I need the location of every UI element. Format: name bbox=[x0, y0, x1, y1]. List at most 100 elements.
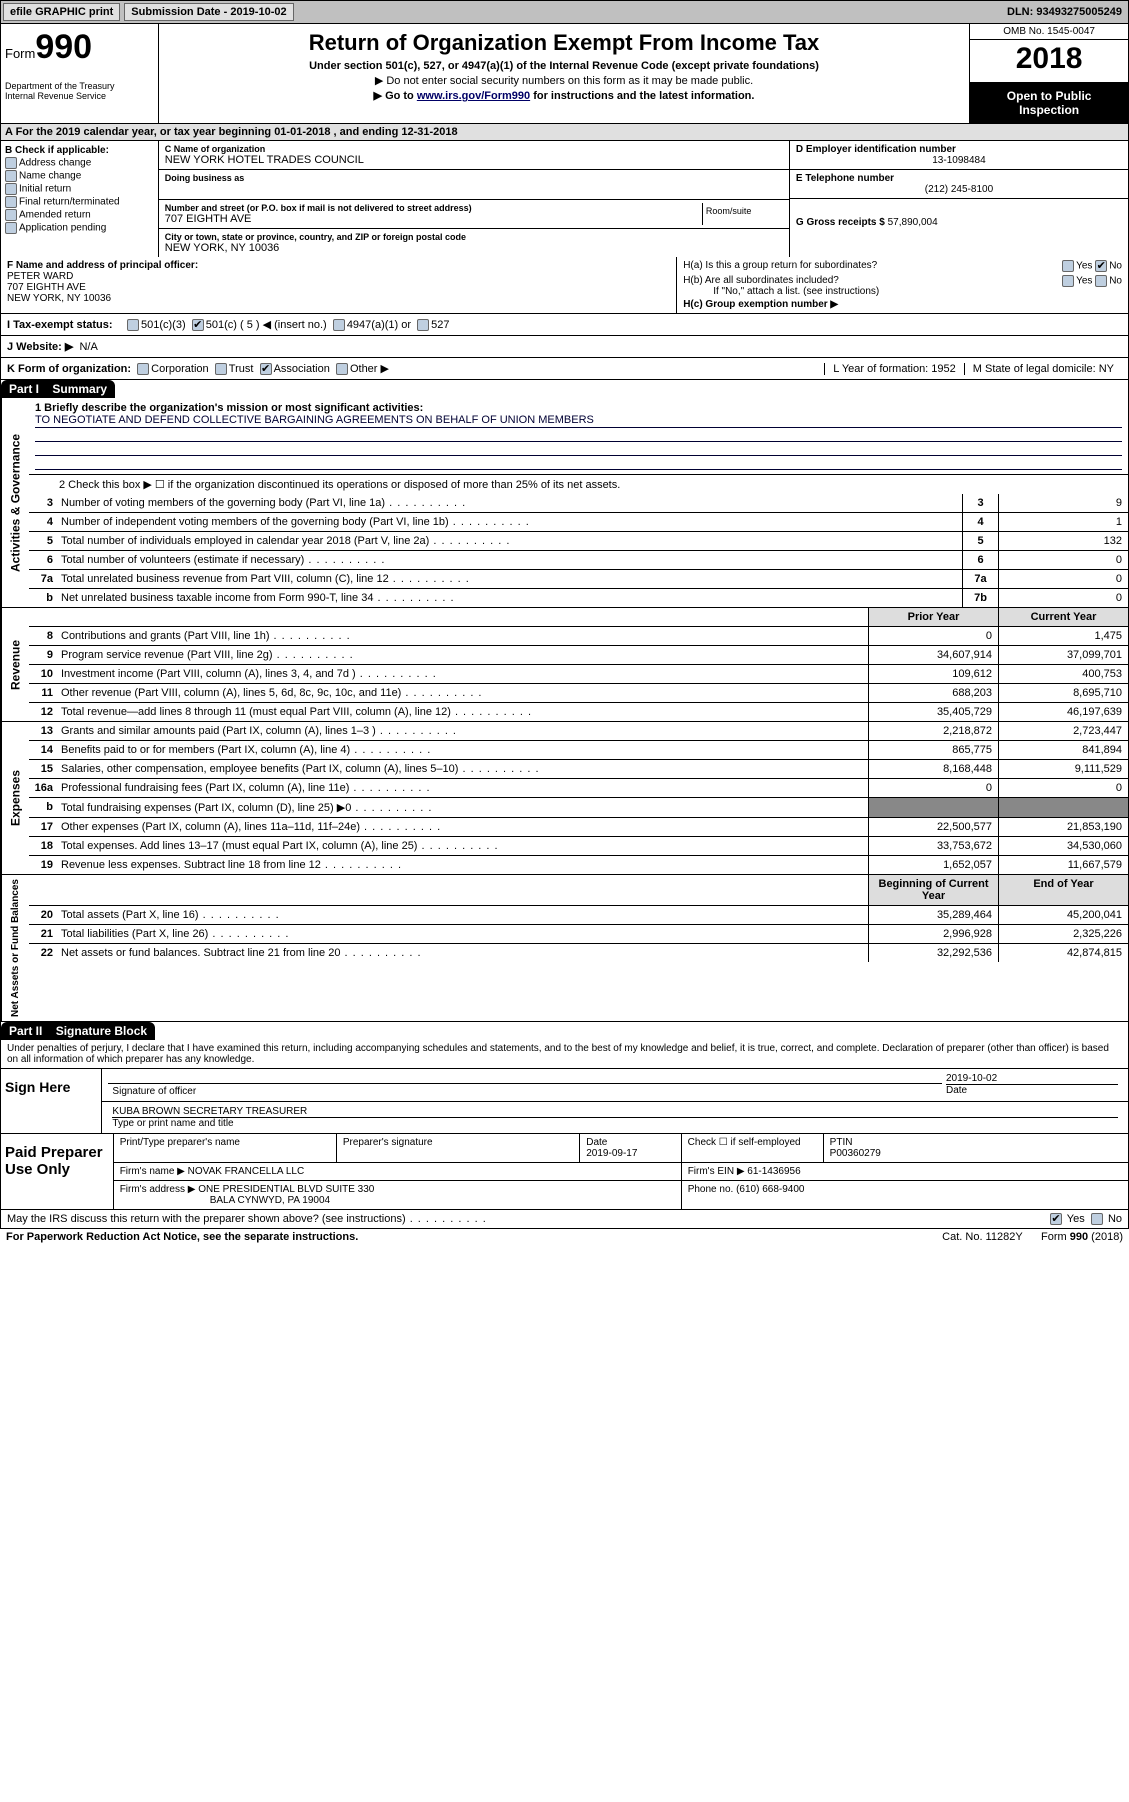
line-desc: Benefits paid to or for members (Part IX… bbox=[57, 741, 868, 759]
line-box: 3 bbox=[962, 494, 998, 512]
prior-val bbox=[868, 798, 998, 817]
line-desc: Grants and similar amounts paid (Part IX… bbox=[57, 722, 868, 740]
line-num: 10 bbox=[29, 665, 57, 683]
line-num: 4 bbox=[29, 513, 57, 531]
line-desc: Total fundraising expenses (Part IX, col… bbox=[57, 798, 868, 817]
line-desc: Total number of individuals employed in … bbox=[57, 532, 962, 550]
line-desc: Total number of volunteers (estimate if … bbox=[57, 551, 962, 569]
section-fh: F Name and address of principal officer:… bbox=[0, 257, 1129, 314]
line-num: 11 bbox=[29, 684, 57, 702]
prep-date: 2019-09-17 bbox=[586, 1148, 637, 1159]
prior-val: 2,218,872 bbox=[868, 722, 998, 740]
line-desc: Total liabilities (Part X, line 26) bbox=[57, 925, 868, 943]
line-num: 5 bbox=[29, 532, 57, 550]
header-right: OMB No. 1545-0047 2018 Open to Public In… bbox=[970, 24, 1128, 123]
line-val: 9 bbox=[998, 494, 1128, 512]
firm-addr2: BALA CYNWYD, PA 19004 bbox=[210, 1195, 330, 1206]
line-num: 20 bbox=[29, 906, 57, 924]
irs-link[interactable]: www.irs.gov/Form990 bbox=[417, 90, 530, 102]
line-num: 16a bbox=[29, 779, 57, 797]
discuss-row: May the IRS discuss this return with the… bbox=[0, 1210, 1129, 1229]
cb-initial-return[interactable]: Initial return bbox=[5, 183, 154, 195]
line-desc: Investment income (Part VIII, column (A)… bbox=[57, 665, 868, 683]
curr-val: 9,111,529 bbox=[998, 760, 1128, 778]
line-val: 0 bbox=[998, 551, 1128, 569]
website: N/A bbox=[79, 341, 97, 353]
top-bar: efile GRAPHIC print Submission Date - 20… bbox=[0, 0, 1129, 24]
ptin: P00360279 bbox=[830, 1148, 881, 1159]
row-i-tax-exempt: I Tax-exempt status: 501(c)(3) 501(c) ( … bbox=[0, 314, 1129, 336]
form-foot: Form 990 (2018) bbox=[1041, 1231, 1123, 1243]
principal-officer: F Name and address of principal officer:… bbox=[1, 257, 677, 313]
form-number: Form990 bbox=[5, 28, 154, 67]
hdr-current: Current Year bbox=[998, 608, 1128, 626]
hdr-end: End of Year bbox=[998, 875, 1128, 905]
cb-name-change[interactable]: Name change bbox=[5, 170, 154, 182]
curr-val: 841,894 bbox=[998, 741, 1128, 759]
dept-treasury: Department of the Treasury bbox=[5, 81, 154, 91]
prior-val: 32,292,536 bbox=[868, 944, 998, 962]
line-num: 12 bbox=[29, 703, 57, 721]
side-governance: Activities & Governance bbox=[1, 398, 29, 607]
prior-val: 0 bbox=[868, 779, 998, 797]
mission-text: TO NEGOTIATE AND DEFEND COLLECTIVE BARGA… bbox=[35, 414, 1122, 428]
cb-amended-return[interactable]: Amended return bbox=[5, 209, 154, 221]
prior-val: 688,203 bbox=[868, 684, 998, 702]
public-inspection: Open to Public Inspection bbox=[970, 83, 1128, 123]
prior-val: 33,753,672 bbox=[868, 837, 998, 855]
prior-val: 34,607,914 bbox=[868, 646, 998, 664]
line-num: 3 bbox=[29, 494, 57, 512]
form-title: Return of Organization Exempt From Incom… bbox=[163, 30, 965, 56]
prior-val: 22,500,577 bbox=[868, 818, 998, 836]
prior-val: 1,652,057 bbox=[868, 856, 998, 874]
line-val: 0 bbox=[998, 589, 1128, 607]
line-val: 0 bbox=[998, 570, 1128, 588]
part1-summary: Activities & Governance 1 Briefly descri… bbox=[0, 398, 1129, 1022]
line-desc: Number of voting members of the governin… bbox=[57, 494, 962, 512]
efile-label: efile GRAPHIC print bbox=[3, 3, 120, 21]
signature-block: Under penalties of perjury, I declare th… bbox=[0, 1040, 1129, 1210]
line-num: 9 bbox=[29, 646, 57, 664]
hdr-begin: Beginning of Current Year bbox=[868, 875, 998, 905]
cb-address-change[interactable]: Address change bbox=[5, 157, 154, 169]
room-suite-label: Room/suite bbox=[703, 203, 783, 225]
cb-application-pending[interactable]: Application pending bbox=[5, 222, 154, 234]
dept-irs: Internal Revenue Service bbox=[5, 91, 154, 101]
line-desc: Other expenses (Part IX, column (A), lin… bbox=[57, 818, 868, 836]
org-name: NEW YORK HOTEL TRADES COUNCIL bbox=[165, 154, 364, 166]
row-j-website: J Website: ▶ N/A bbox=[0, 336, 1129, 358]
side-expenses: Expenses bbox=[1, 722, 29, 874]
ein: 13-1098484 bbox=[796, 155, 1122, 166]
curr-val: 42,874,815 bbox=[998, 944, 1128, 962]
line-desc: Total assets (Part X, line 16) bbox=[57, 906, 868, 924]
year-formed: L Year of formation: 1952 bbox=[824, 363, 964, 375]
curr-val: 8,695,710 bbox=[998, 684, 1128, 702]
line-num: 17 bbox=[29, 818, 57, 836]
line-num: b bbox=[29, 589, 57, 607]
sig-declaration: Under penalties of perjury, I declare th… bbox=[1, 1040, 1128, 1069]
line-val: 1 bbox=[998, 513, 1128, 531]
line-desc: Total unrelated business revenue from Pa… bbox=[57, 570, 962, 588]
mission: 1 Briefly describe the organization's mi… bbox=[29, 398, 1128, 474]
curr-val: 34,530,060 bbox=[998, 837, 1128, 855]
cb-final-return[interactable]: Final return/terminated bbox=[5, 196, 154, 208]
line2: 2 Check this box ▶ ☐ if the organization… bbox=[29, 475, 1128, 494]
line-desc: Other revenue (Part VIII, column (A), li… bbox=[57, 684, 868, 702]
prior-val: 8,168,448 bbox=[868, 760, 998, 778]
form-note2: ▶ Go to www.irs.gov/Form990 for instruct… bbox=[163, 89, 965, 102]
city-state-zip: NEW YORK, NY 10036 bbox=[165, 242, 280, 254]
line-num: 15 bbox=[29, 760, 57, 778]
curr-val: 21,853,190 bbox=[998, 818, 1128, 836]
line-desc: Total revenue—add lines 8 through 11 (mu… bbox=[57, 703, 868, 721]
line-desc: Revenue less expenses. Subtract line 18 … bbox=[57, 856, 868, 874]
street-address: 707 EIGHTH AVE bbox=[165, 213, 252, 225]
sign-here-label: Sign Here bbox=[1, 1069, 102, 1133]
curr-val bbox=[998, 798, 1128, 817]
line-box: 5 bbox=[962, 532, 998, 550]
prior-val: 0 bbox=[868, 627, 998, 645]
line-num: 13 bbox=[29, 722, 57, 740]
prior-val: 865,775 bbox=[868, 741, 998, 759]
line-num: b bbox=[29, 798, 57, 817]
line-num: 19 bbox=[29, 856, 57, 874]
line-val: 132 bbox=[998, 532, 1128, 550]
